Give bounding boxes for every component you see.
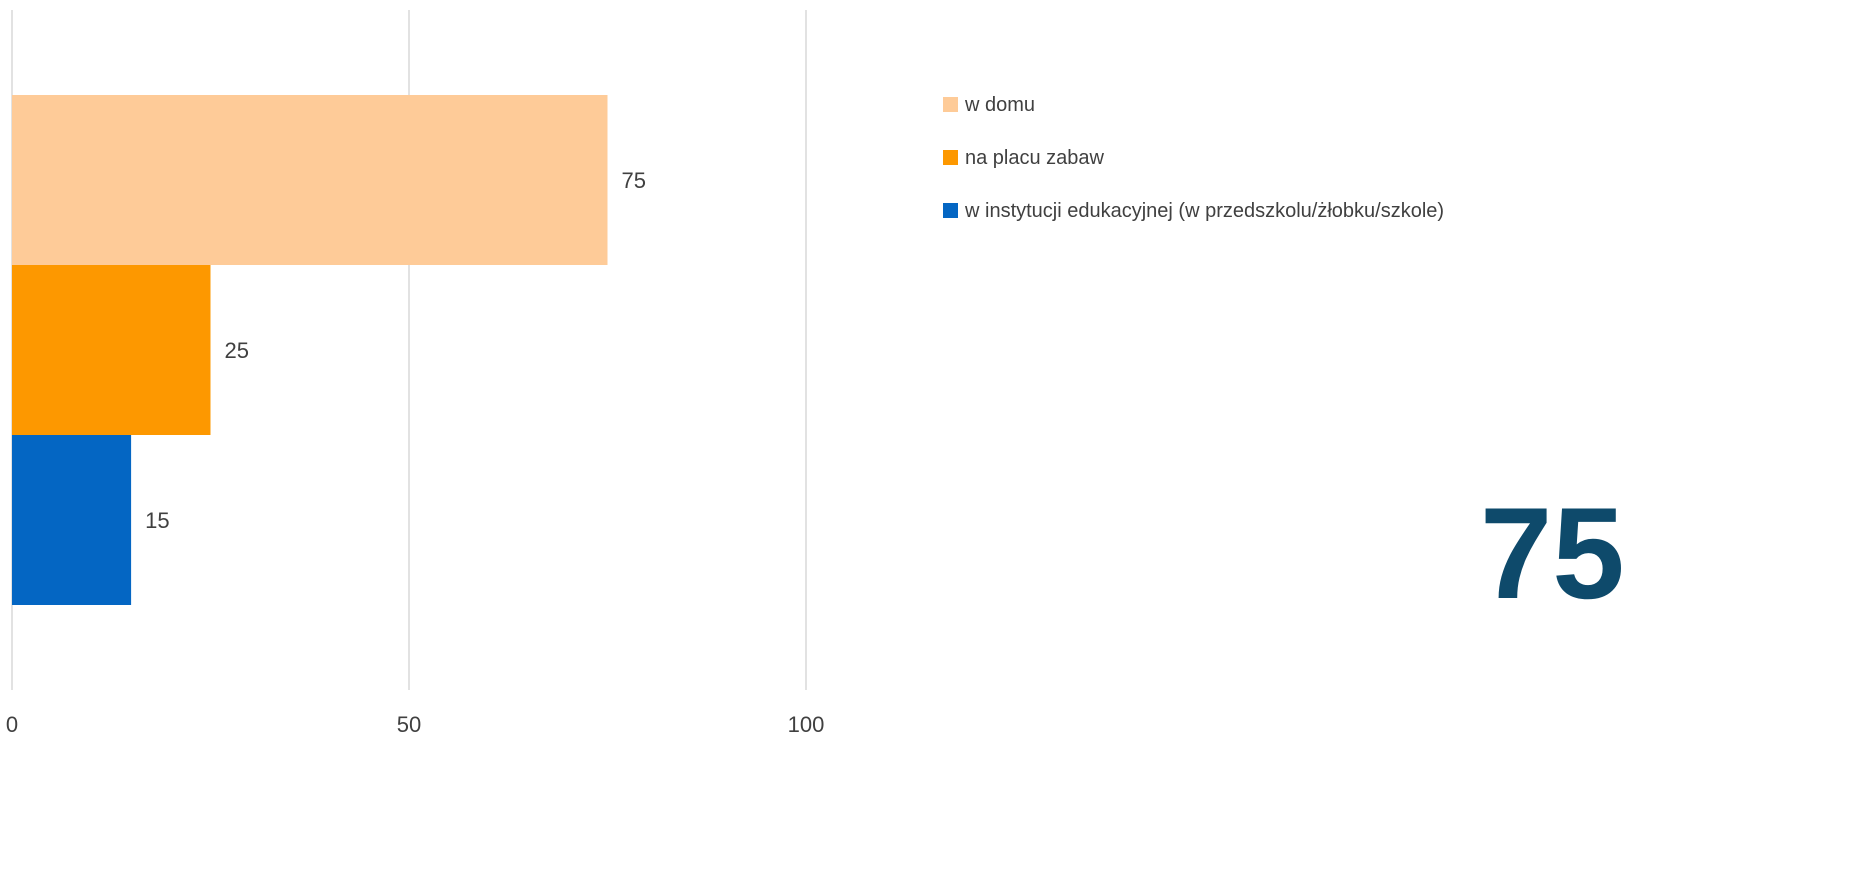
legend-swatch-0 xyxy=(943,97,958,112)
x-tick-label-50: 50 xyxy=(397,712,421,737)
bar-1 xyxy=(12,265,211,435)
bars xyxy=(12,95,608,605)
legend-swatch-2 xyxy=(943,203,958,218)
data-label-1: 25 xyxy=(225,338,249,363)
x-tick-label-100: 100 xyxy=(788,712,825,737)
x-tick-label-0: 0 xyxy=(6,712,18,737)
legend-label-1: na placu zabaw xyxy=(965,147,1105,169)
data-label-0: 75 xyxy=(622,168,646,193)
legend-label-0: w domu xyxy=(964,94,1035,116)
legend-swatch-1 xyxy=(943,150,958,165)
legend-label-2: w instytucji edukacyjnej (w przedszkolu/… xyxy=(964,200,1444,222)
big-number: 75 xyxy=(1480,480,1625,626)
data-labels: 75 25 15 xyxy=(145,168,646,533)
legend: w domu na placu zabaw w instytucji edukacy… xyxy=(943,94,1444,222)
data-label-2: 15 xyxy=(145,508,169,533)
bar-0 xyxy=(12,95,608,265)
bar-2 xyxy=(12,435,132,605)
x-axis-ticks: 0 50 100 xyxy=(6,712,824,737)
